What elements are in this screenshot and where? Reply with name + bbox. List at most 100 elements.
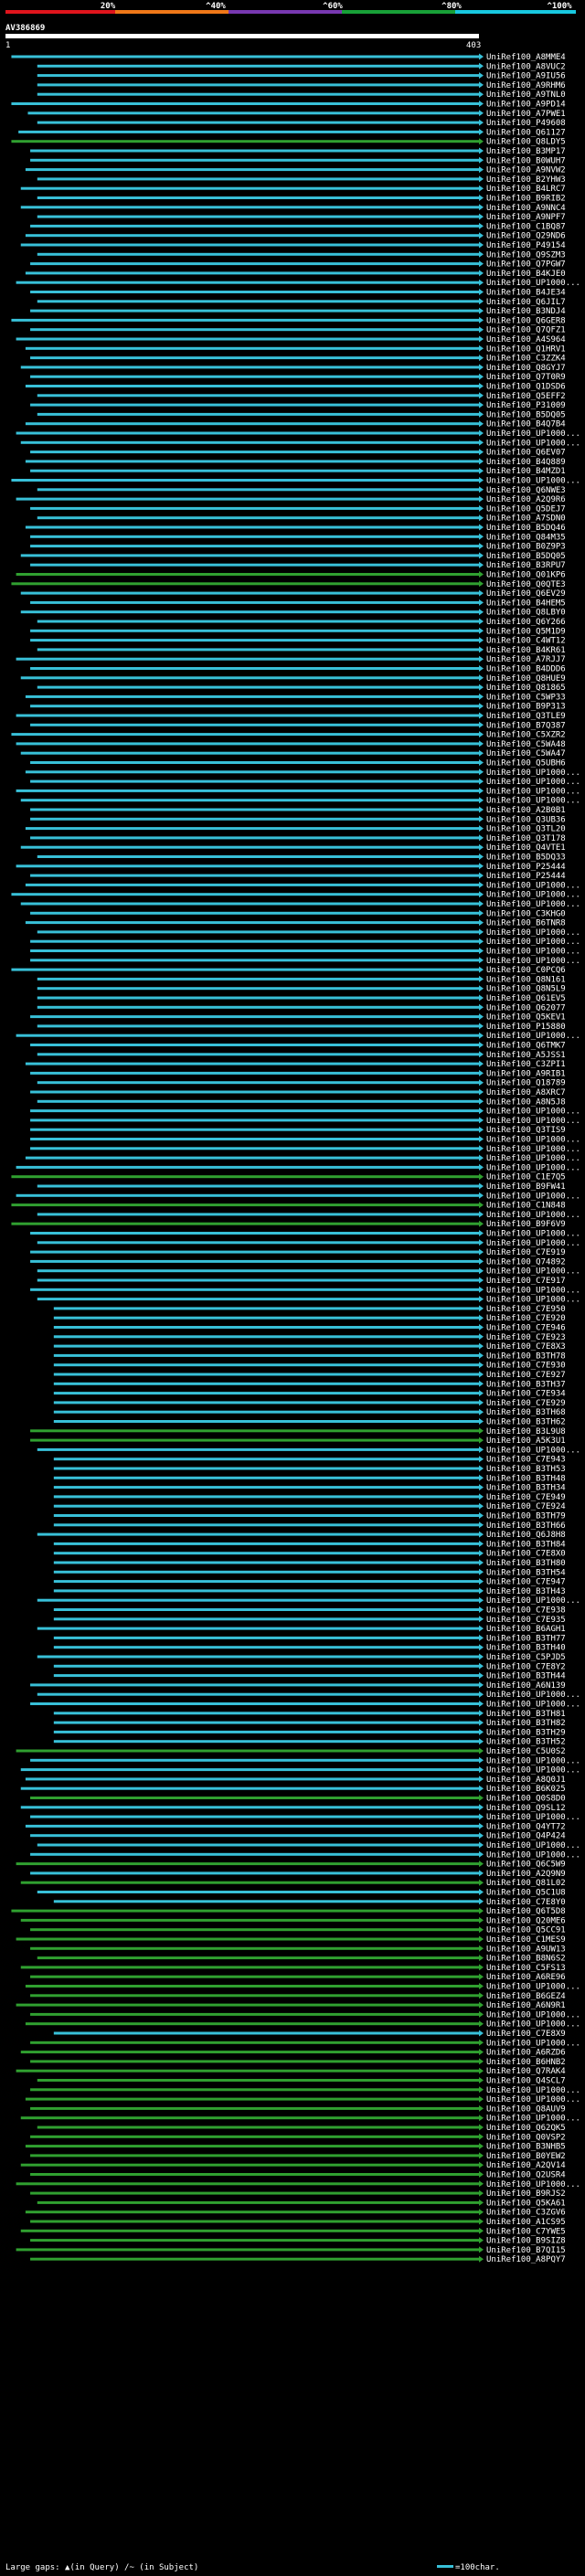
hit-label[interactable]: UniRef100_B3TH44 bbox=[486, 1672, 566, 1681]
hit-label[interactable]: UniRef100_B4KR61 bbox=[486, 646, 566, 655]
hit-label[interactable]: UniRef100_B3TH43 bbox=[486, 1587, 566, 1596]
hit-label[interactable]: UniRef100_Q4P424 bbox=[486, 1832, 566, 1841]
hit-label[interactable]: UniRef100_UP1000... bbox=[486, 279, 580, 288]
hit-label[interactable]: UniRef100_B6GEZ4 bbox=[486, 1992, 566, 2001]
hit-label[interactable]: UniRef100_Q81L02 bbox=[486, 1879, 566, 1888]
hit-label[interactable]: UniRef100_A7RJJ7 bbox=[486, 655, 566, 664]
hit-label[interactable]: UniRef100_C7E935 bbox=[486, 1616, 566, 1625]
hit-label[interactable]: UniRef100_B5DQ46 bbox=[486, 524, 566, 533]
hit-label[interactable]: UniRef100_UP1000... bbox=[486, 1850, 580, 1860]
hit-label[interactable]: UniRef100_A9PD14 bbox=[486, 101, 566, 110]
hit-label[interactable]: UniRef100_UP1000... bbox=[486, 1813, 580, 1822]
hit-label[interactable]: UniRef100_A7PWE1 bbox=[486, 110, 566, 119]
hit-label[interactable]: UniRef100_A8Q0J1 bbox=[486, 1776, 566, 1785]
hit-label[interactable]: UniRef100_UP1000... bbox=[486, 1691, 580, 1700]
hit-label[interactable]: UniRef100_B0Z9P3 bbox=[486, 543, 566, 552]
hit-label[interactable]: UniRef100_UP1000... bbox=[486, 1163, 580, 1172]
hit-label[interactable]: UniRef100_UP1000... bbox=[486, 1596, 580, 1606]
hit-label[interactable]: UniRef100_C5U0S2 bbox=[486, 1747, 566, 1756]
hit-label[interactable]: UniRef100_P49608 bbox=[486, 119, 566, 128]
hit-label[interactable]: UniRef100_C7E947 bbox=[486, 1578, 566, 1587]
hit-label[interactable]: UniRef100_B3TH79 bbox=[486, 1512, 566, 1521]
hit-label[interactable]: UniRef100_A6RZD6 bbox=[486, 2049, 566, 2058]
hit-label[interactable]: UniRef100_Q5KA61 bbox=[486, 2199, 566, 2208]
hit-label[interactable]: UniRef100_B3TH81 bbox=[486, 1710, 566, 1719]
hit-label[interactable]: UniRef100_B4MZD1 bbox=[486, 467, 566, 476]
hit-label[interactable]: UniRef100_Q9SL12 bbox=[486, 1804, 566, 1813]
hit-label[interactable]: UniRef100_B7QI15 bbox=[486, 2246, 566, 2255]
hit-label[interactable]: UniRef100_Q3T178 bbox=[486, 834, 566, 843]
hit-label[interactable]: UniRef100_C7E920 bbox=[486, 1314, 566, 1323]
hit-label[interactable]: UniRef100_B6HNB2 bbox=[486, 2058, 566, 2067]
hit-label[interactable]: UniRef100_Q5DEJ7 bbox=[486, 504, 566, 514]
hit-label[interactable]: UniRef100_C3ZPI1 bbox=[486, 1060, 566, 1069]
hit-label[interactable]: UniRef100_Q8HUE9 bbox=[486, 674, 566, 684]
hit-label[interactable]: UniRef100_UP1000... bbox=[486, 2086, 580, 2095]
hit-label[interactable]: UniRef100_Q3TIS9 bbox=[486, 1126, 566, 1135]
hit-label[interactable]: UniRef100_B3TH34 bbox=[486, 1484, 566, 1493]
hit-label[interactable]: UniRef100_C7E938 bbox=[486, 1606, 566, 1616]
hit-label[interactable]: UniRef100_A1CS95 bbox=[486, 2218, 566, 2227]
hit-label[interactable]: UniRef100_A5JSS1 bbox=[486, 1051, 566, 1060]
hit-label[interactable]: UniRef100_Q5C1U8 bbox=[486, 1889, 566, 1898]
hit-label[interactable]: UniRef100_B3TH66 bbox=[486, 1521, 566, 1531]
hit-label[interactable]: UniRef100_Q8GYJ7 bbox=[486, 364, 566, 373]
hit-label[interactable]: UniRef100_A9TNL0 bbox=[486, 90, 566, 100]
hit-label[interactable]: UniRef100_UP1000... bbox=[486, 2095, 580, 2104]
hit-label[interactable]: UniRef100_B9F6V9 bbox=[486, 1220, 566, 1229]
hit-label[interactable]: UniRef100_UP1000... bbox=[486, 1983, 580, 1992]
hit-label[interactable]: UniRef100_Q1HRV1 bbox=[486, 345, 566, 354]
hit-label[interactable]: UniRef100_Q7QFZ1 bbox=[486, 326, 566, 335]
hit-label[interactable]: UniRef100_A8PQY7 bbox=[486, 2255, 566, 2264]
hit-label[interactable]: UniRef100_Q6TMK7 bbox=[486, 1042, 566, 1051]
hit-label[interactable]: UniRef100_A9NPF7 bbox=[486, 213, 566, 222]
hit-label[interactable]: UniRef100_A6RE96 bbox=[486, 1973, 566, 1982]
hit-label[interactable]: UniRef100_C7E934 bbox=[486, 1390, 566, 1399]
hit-label[interactable]: UniRef100_B6TNR8 bbox=[486, 919, 566, 928]
hit-label[interactable]: UniRef100_Q0VSP2 bbox=[486, 2133, 566, 2142]
hit-label[interactable]: UniRef100_UP1000... bbox=[486, 769, 580, 778]
hit-label[interactable]: UniRef100_UP1000... bbox=[486, 1267, 580, 1277]
hit-label[interactable]: UniRef100_A7SDN0 bbox=[486, 514, 566, 524]
hit-label[interactable]: UniRef100_B3TH52 bbox=[486, 1738, 566, 1747]
hit-label[interactable]: UniRef100_C7E930 bbox=[486, 1362, 566, 1371]
hit-label[interactable]: UniRef100_B4Q889 bbox=[486, 458, 566, 467]
hit-label[interactable]: UniRef100_Q84M35 bbox=[486, 533, 566, 542]
hit-label[interactable]: UniRef100_P49154 bbox=[486, 241, 566, 250]
hit-label[interactable]: UniRef100_B3TH53 bbox=[486, 1465, 566, 1474]
hit-label[interactable]: UniRef100_UP1000... bbox=[486, 2039, 580, 2048]
hit-label[interactable]: UniRef100_UP1000... bbox=[486, 797, 580, 806]
hit-label[interactable]: UniRef100_Q2USR4 bbox=[486, 2171, 566, 2180]
hit-label[interactable]: UniRef100_Q6EV07 bbox=[486, 449, 566, 458]
hit-label[interactable]: UniRef100_Q20ME6 bbox=[486, 1916, 566, 1925]
hit-label[interactable]: UniRef100_UP1000... bbox=[486, 1286, 580, 1295]
hit-label[interactable]: UniRef100_C7E923 bbox=[486, 1333, 566, 1342]
hit-label[interactable]: UniRef100_B9RJS2 bbox=[486, 2189, 566, 2199]
hit-label[interactable]: UniRef100_Q6GER8 bbox=[486, 316, 566, 325]
hit-label[interactable]: UniRef100_Q8N161 bbox=[486, 975, 566, 984]
hit-label[interactable]: UniRef100_Q3UB36 bbox=[486, 815, 566, 824]
hit-label[interactable]: UniRef100_UP1000... bbox=[486, 1032, 580, 1041]
hit-label[interactable]: UniRef100_C7E8X9 bbox=[486, 2030, 566, 2039]
hit-label[interactable]: UniRef100_Q5M1D9 bbox=[486, 627, 566, 636]
hit-label[interactable]: UniRef100_A9RIB1 bbox=[486, 1069, 566, 1078]
hit-label[interactable]: UniRef100_UP1000... bbox=[486, 439, 580, 448]
hit-label[interactable]: UniRef100_B9SIZ8 bbox=[486, 2237, 566, 2246]
hit-label[interactable]: UniRef100_Q61127 bbox=[486, 128, 566, 137]
hit-label[interactable]: UniRef100_C7E917 bbox=[486, 1277, 566, 1286]
hit-label[interactable]: UniRef100_P31009 bbox=[486, 401, 566, 410]
hit-label[interactable]: UniRef100_B0WUH7 bbox=[486, 156, 566, 165]
hit-label[interactable]: UniRef100_B3MP17 bbox=[486, 147, 566, 156]
hit-label[interactable]: UniRef100_C3ZGV6 bbox=[486, 2209, 566, 2218]
hit-label[interactable]: UniRef100_A9NVW2 bbox=[486, 166, 566, 175]
hit-label[interactable]: UniRef100_A2QV14 bbox=[486, 2161, 566, 2170]
hit-label[interactable]: UniRef100_B3NDJ4 bbox=[486, 307, 566, 316]
hit-label[interactable]: UniRef100_C1E7Q5 bbox=[486, 1173, 566, 1182]
hit-label[interactable]: UniRef100_UP1000... bbox=[486, 1841, 580, 1850]
hit-label[interactable]: UniRef100_A2Q9N9 bbox=[486, 1870, 566, 1879]
hit-label[interactable]: UniRef100_B3NHB5 bbox=[486, 2143, 566, 2152]
hit-label[interactable]: UniRef100_UP1000... bbox=[486, 1192, 580, 1201]
hit-label[interactable]: UniRef100_UP1000... bbox=[486, 957, 580, 966]
hit-label[interactable]: UniRef100_Q74892 bbox=[486, 1257, 566, 1267]
hit-label[interactable]: UniRef100_B2YHW3 bbox=[486, 175, 566, 185]
